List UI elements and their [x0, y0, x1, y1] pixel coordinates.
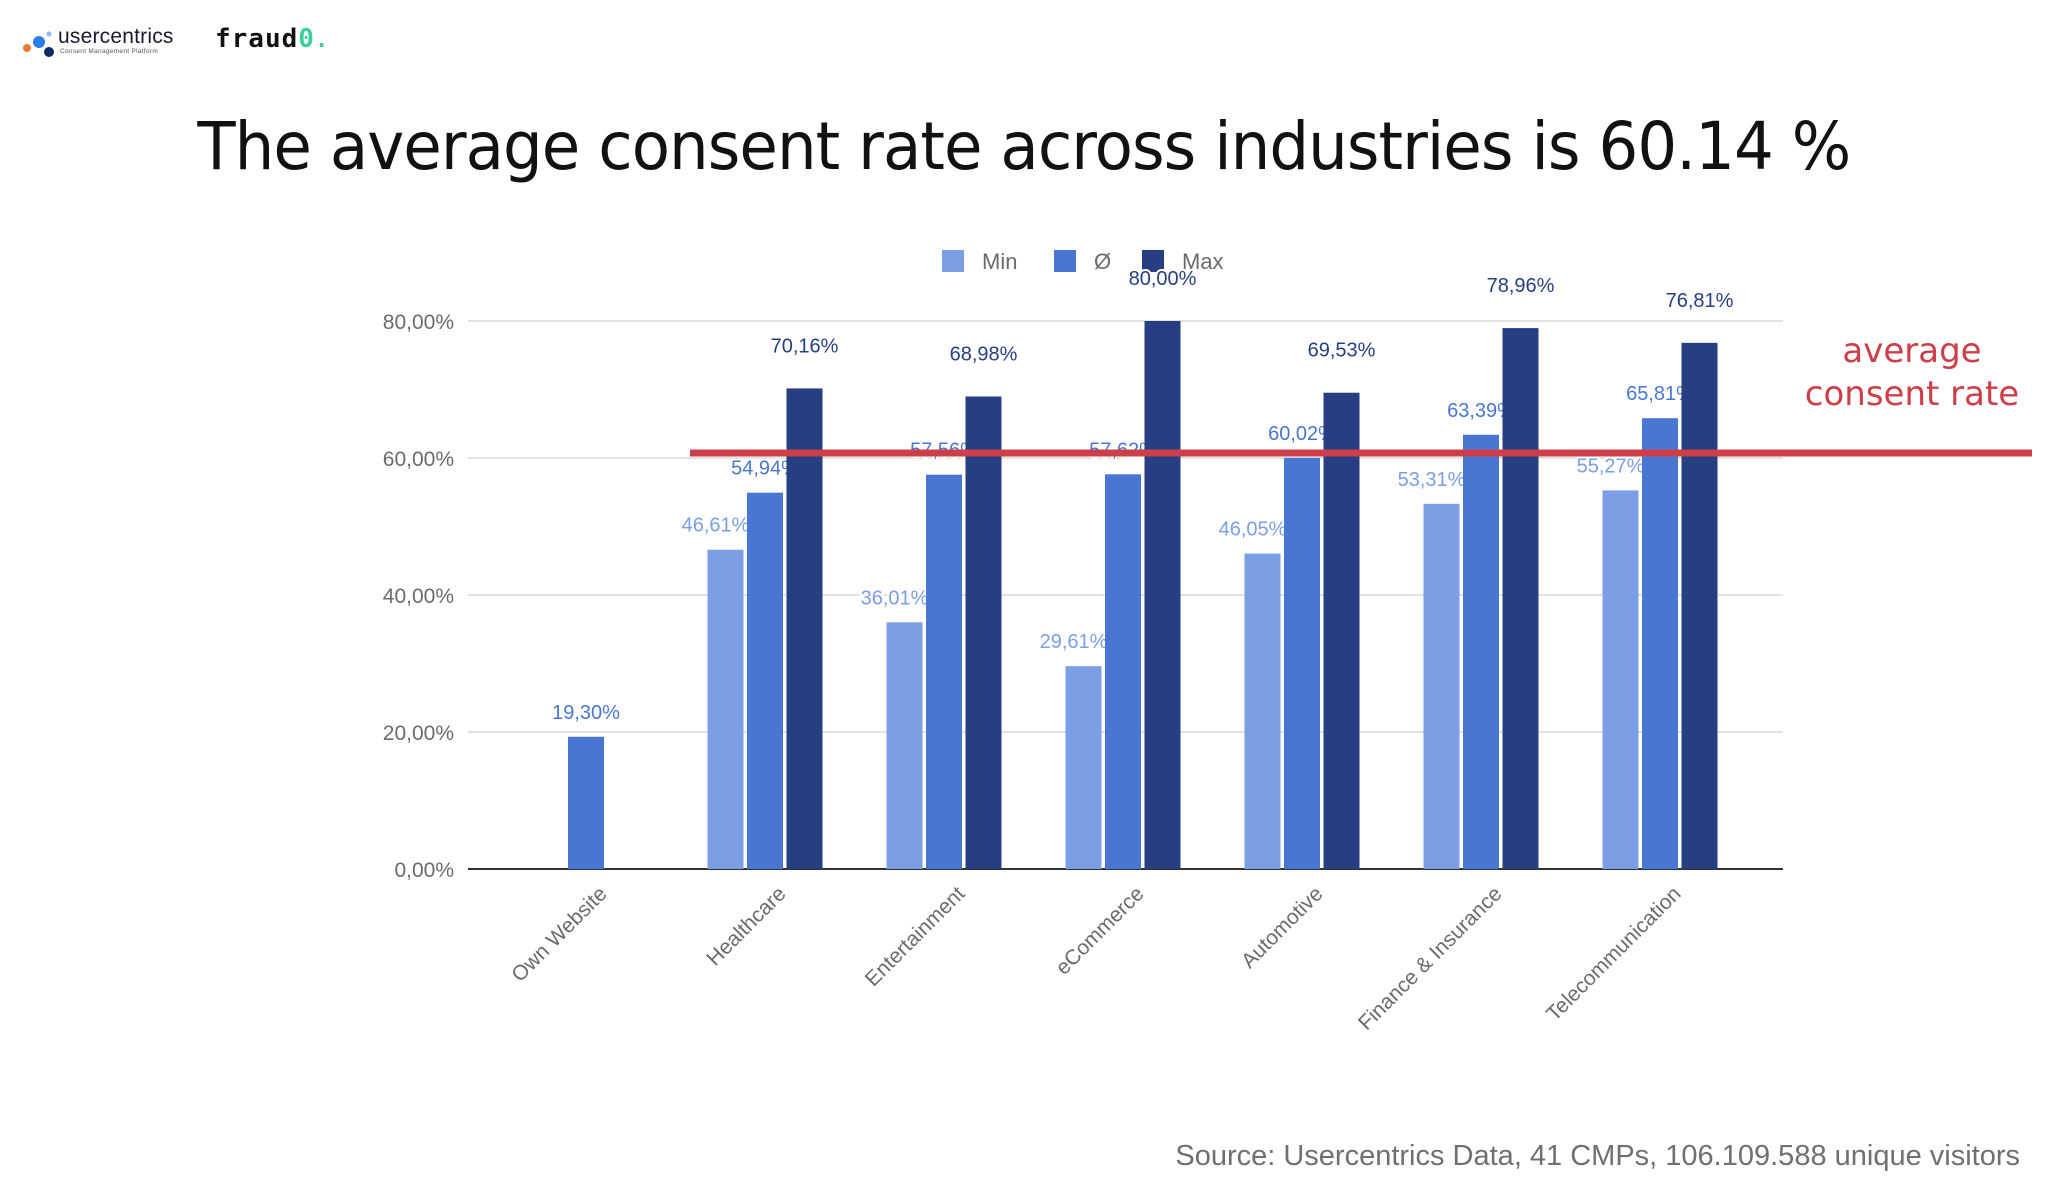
legend-swatch: [942, 250, 964, 272]
bar: [886, 622, 923, 869]
bar: [1681, 342, 1718, 869]
y-tick-label: 40,00%: [383, 585, 454, 608]
usercentrics-dots-icon: [23, 31, 54, 57]
bar: [926, 474, 962, 869]
y-tick-label: 60,00%: [383, 448, 454, 471]
bar: [707, 549, 744, 869]
bar: [1284, 457, 1320, 869]
data-label: 53,31%: [1398, 469, 1466, 491]
data-label: 80,00%: [1129, 268, 1197, 290]
fraud-dot-glyph: .: [314, 28, 330, 53]
data-label: 19,30%: [552, 702, 620, 724]
bar: [1642, 418, 1678, 869]
usercentrics-tagline: Consent Management Platform: [60, 48, 159, 55]
legend-label: Ø: [1094, 249, 1111, 274]
page-title: The average consent rate across industri…: [197, 108, 1851, 185]
y-tick-label: 0,00%: [394, 859, 454, 882]
data-label: 78,96%: [1487, 275, 1555, 297]
legend-label: Min: [982, 249, 1017, 274]
x-tick-label: Telecommunication: [1542, 882, 1685, 1025]
fraud0-logo[interactable]: fraud0.: [215, 24, 329, 54]
bar: [1144, 321, 1181, 869]
bar: [1244, 553, 1281, 869]
average-reference-label: average: [1842, 331, 1981, 371]
fraud-wordmark: fraud: [215, 24, 299, 54]
x-tick-label: Healthcare: [702, 882, 790, 970]
data-label: 46,05%: [1219, 519, 1287, 541]
average-reference-label: consent rate: [1805, 374, 2019, 414]
legend-swatch: [1142, 250, 1164, 272]
data-label: 29,61%: [1040, 631, 1108, 653]
data-label: 55,27%: [1577, 455, 1645, 477]
bar: [1423, 503, 1460, 869]
y-tick-label: 80,00%: [383, 311, 454, 334]
source-note: Source: Usercentrics Data, 41 CMPs, 106.…: [1175, 1140, 2020, 1172]
bar: [747, 492, 783, 869]
bar: [1105, 474, 1141, 869]
x-tick-label: eCommerce: [1051, 882, 1148, 979]
data-label: 76,81%: [1666, 290, 1734, 312]
bar: [1065, 666, 1102, 869]
fraud-zero-glyph: 0: [298, 24, 315, 54]
bar: [568, 736, 604, 869]
data-label: 68,98%: [950, 343, 1018, 365]
bar: [786, 388, 823, 869]
data-label: 69,53%: [1308, 340, 1376, 362]
usercentrics-logo[interactable]: usercentrics Consent Management Platform: [22, 22, 202, 62]
data-label: 46,61%: [682, 515, 750, 537]
data-label: 36,01%: [861, 587, 929, 609]
x-tick-label: Own Website: [507, 882, 611, 986]
legend-swatch: [1054, 250, 1076, 272]
data-label: 70,16%: [771, 335, 839, 357]
usercentrics-wordmark: usercentrics: [58, 25, 174, 48]
x-tick-label: Finance & Insurance: [1354, 882, 1506, 1034]
x-tick-label: Entertainment: [861, 882, 970, 991]
y-tick-label: 20,00%: [383, 722, 454, 745]
bar: [965, 396, 1002, 869]
legend-label: Max: [1182, 249, 1224, 274]
bar: [1323, 392, 1360, 869]
bar: [1463, 434, 1499, 869]
x-tick-label: Automotive: [1237, 882, 1328, 973]
bar: [1602, 490, 1639, 869]
bar: [1502, 328, 1539, 869]
